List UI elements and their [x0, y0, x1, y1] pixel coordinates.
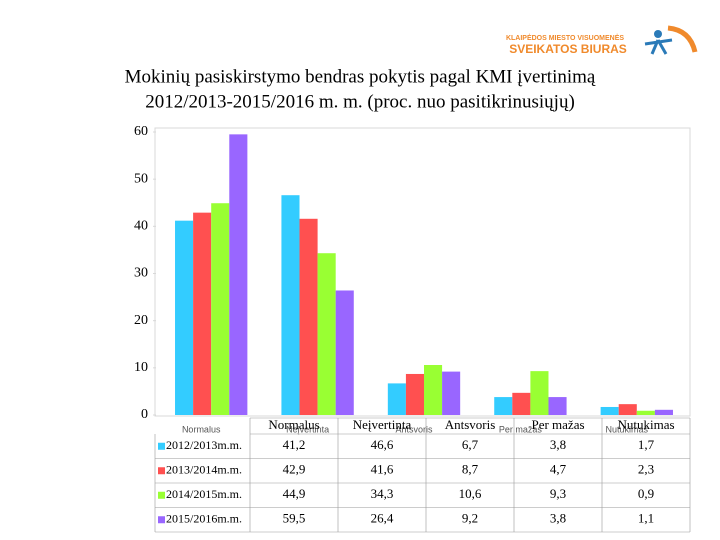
bar: [600, 406, 619, 415]
table-value: 6,7: [462, 437, 479, 452]
y-tick-label: 20: [134, 313, 148, 328]
plot-frame: [154, 127, 691, 417]
legend-label: 2015/2016m.m.: [166, 512, 242, 526]
table-value: 3,8: [550, 437, 566, 452]
legend-label: 2013/2014m.m.: [166, 463, 242, 477]
bar: [512, 392, 531, 415]
table-value: 46,6: [371, 437, 394, 452]
bar: [193, 212, 212, 415]
bar: [494, 397, 513, 415]
bar: [299, 218, 318, 415]
bar: [335, 290, 354, 415]
table-value: 59,5: [283, 511, 306, 526]
logo-icon: [654, 30, 662, 38]
bar: [281, 195, 300, 415]
table-value: 1,1: [638, 511, 654, 526]
x-tick-label: Antsvoris: [395, 424, 433, 434]
logo: KLAIPĖDOS MIESTO VISUOMENĖS SVEIKATOS BI…: [506, 25, 698, 56]
x-tick-label: Nutukimas: [606, 424, 649, 434]
chart-subtitle: 2012/2013-2015/2016 m. m. (proc. nuo pas…: [145, 91, 575, 112]
table-value: 0,9: [638, 486, 654, 501]
bar: [636, 410, 655, 415]
x-tick-label: Per mažas: [499, 424, 543, 434]
table-value: 4,7: [550, 462, 567, 477]
y-tick-label: 10: [134, 360, 148, 375]
logo-icon: [644, 38, 673, 55]
bar: [317, 253, 336, 415]
table-header: Neįvertinta: [353, 417, 412, 432]
table-value: 2,3: [638, 462, 654, 477]
bar: [618, 404, 637, 415]
bar: [405, 373, 424, 415]
legend-swatch: [158, 467, 165, 475]
table-value: 44,9: [283, 486, 306, 501]
y-tick-label: 0: [141, 407, 148, 422]
bar: [211, 203, 230, 415]
bar: [229, 134, 248, 415]
legend-swatch: [158, 491, 165, 499]
table-value: 41,2: [283, 437, 306, 452]
table-value: 9,3: [550, 486, 566, 501]
logo-icon: [667, 25, 698, 53]
table-value: 26,4: [371, 511, 394, 526]
table-header: Antsvoris: [445, 417, 496, 432]
y-tick-label: 50: [134, 171, 148, 186]
bar: [387, 383, 406, 415]
bar: [442, 371, 461, 415]
y-tick-label: 30: [134, 266, 148, 281]
bar: [654, 409, 673, 415]
table-value: 34,3: [371, 486, 394, 501]
logo-line: SVEIKATOS BIURAS: [509, 42, 627, 56]
table-value: 3,8: [550, 511, 566, 526]
table-header: Per mažas: [531, 417, 584, 432]
legend-swatch: [158, 442, 165, 450]
bar: [175, 220, 194, 415]
legend-swatch: [158, 516, 165, 524]
logo-line: KLAIPĖDOS MIESTO VISUOMENĖS: [506, 34, 624, 42]
table-header: Nutukimas: [617, 417, 674, 432]
table-value: 41,6: [371, 462, 394, 477]
table-header: Normalus: [268, 417, 319, 432]
bar: [424, 365, 443, 415]
table-value: 42,9: [283, 462, 306, 477]
bar: [530, 371, 549, 415]
x-tick-label: Neįvertinta: [286, 424, 329, 434]
table-value: 8,7: [462, 462, 479, 477]
table-value: 1,7: [638, 437, 655, 452]
table-value: 9,2: [462, 511, 478, 526]
table-value: 10,6: [459, 486, 482, 501]
legend-label: 2014/2015m.m.: [166, 487, 242, 501]
bar: [548, 397, 567, 415]
legend-label: 2012/2013m.m.: [166, 438, 242, 452]
x-tick-label: Normalus: [182, 424, 221, 434]
y-tick-label: 40: [134, 219, 148, 234]
chart-title: Mokinių pasiskirstymo bendras pokytis pa…: [125, 66, 596, 87]
y-tick-label: 60: [134, 124, 148, 139]
